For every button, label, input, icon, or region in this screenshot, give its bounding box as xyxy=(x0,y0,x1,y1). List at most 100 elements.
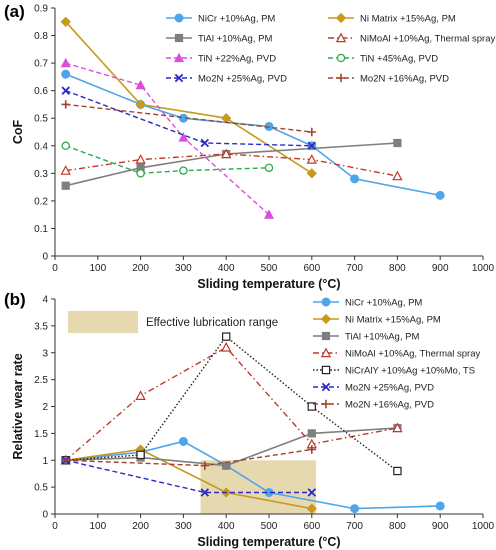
legend-item: Mo2N +16%Ag, PVD xyxy=(328,74,449,85)
y-tick-label: 0.2 xyxy=(34,196,48,207)
legend-marker xyxy=(173,52,185,63)
legend-label: NiMoAl +10%Ag, Thermal spray xyxy=(360,34,496,45)
legend-marker xyxy=(320,313,332,325)
y-tick-label: 4 xyxy=(42,295,48,306)
legend-marker xyxy=(174,33,184,43)
series-5 xyxy=(61,141,274,178)
x-tick-label: 900 xyxy=(432,263,449,274)
legend-item: Mo2N +25%Ag, PVD xyxy=(166,74,287,85)
y-tick-label: 0.9 xyxy=(34,4,48,15)
series-line xyxy=(65,145,270,175)
legend-item: Mo2N +25%Ag, PVD xyxy=(313,383,434,394)
legend-label: Mo2N +16%Ag, PVD xyxy=(360,74,449,85)
x-tick-label: 100 xyxy=(89,263,106,274)
legend-marker xyxy=(335,32,347,43)
x-tick-label: 500 xyxy=(261,521,278,532)
x-tick-label: 400 xyxy=(218,263,235,274)
data-point xyxy=(393,466,402,476)
legend-item: Ni Matrix +15%Ag, PM xyxy=(313,313,441,326)
series-7 xyxy=(61,100,316,137)
x-tick-label: 300 xyxy=(175,263,192,274)
x-tick-label: 500 xyxy=(261,263,278,274)
y-tick-label: 0.4 xyxy=(34,141,48,152)
legend-label: TiAl +10%Ag, PM xyxy=(198,34,272,45)
legend-marker xyxy=(321,382,331,392)
annotation-swatch xyxy=(68,311,138,333)
data-point xyxy=(307,402,317,411)
series-line xyxy=(65,142,398,187)
y-tick-label: 0.5 xyxy=(34,114,48,125)
ticks: 0 100 200 300 400 500 600 700 800 900 1000 0 0.1 0.2 0… xyxy=(34,4,494,275)
x-tick-label: 300 xyxy=(175,521,192,532)
legend-item: TiAl +10%Ag, PM xyxy=(166,34,272,45)
series-line xyxy=(65,346,398,461)
y-tick-label: 2.5 xyxy=(34,375,48,386)
legend-label: TiN +45%Ag, PVD xyxy=(360,54,438,65)
y-tick-label: 0.5 xyxy=(34,483,48,494)
data-point xyxy=(60,165,71,175)
legend: NiCr +10%Ag, PM Ni Matrix +15%Ag, PM TiAl … xyxy=(166,12,496,85)
y-tick-label: 2 xyxy=(42,402,48,413)
y-tick-label: 0.1 xyxy=(34,224,48,235)
data-point xyxy=(392,422,403,433)
data-point xyxy=(307,141,317,151)
legend-item: NiMoAl +10%Ag, Thermal spray xyxy=(313,347,481,360)
legend-item: Ni Matrix +15%Ag, PM xyxy=(328,12,456,25)
legend-item: NiCrAlY +10%Ag +10%Mo, TS xyxy=(313,366,475,377)
series-6 xyxy=(61,445,316,470)
data-point xyxy=(135,99,146,110)
legend-item: Mo2N +16%Ag, PVD xyxy=(313,400,434,411)
x-tick-label: 0 xyxy=(52,263,58,274)
legend: NiCr +10%Ag, PM Ni Matrix +15%Ag, PM TiAl … xyxy=(313,297,481,411)
data-point xyxy=(179,166,188,175)
data-point xyxy=(60,57,71,68)
legend-marker xyxy=(336,73,346,83)
series-6 xyxy=(61,86,317,151)
data-point xyxy=(60,16,71,27)
annotation: Effective lubrication range xyxy=(68,311,278,333)
data-point xyxy=(435,190,445,200)
x-tick-label: 600 xyxy=(303,263,320,274)
data-point xyxy=(200,138,210,148)
legend-label: Mo2N +25%Ag, PVD xyxy=(198,74,287,85)
y-tick-label: 1.5 xyxy=(34,429,48,440)
data-point xyxy=(61,141,70,151)
data-point xyxy=(220,341,232,352)
legend-marker xyxy=(321,365,331,375)
legend-label: NiCr +10%Ag, PM xyxy=(345,298,422,309)
y-tick-label: 0 xyxy=(42,252,48,263)
data-point xyxy=(306,154,318,164)
data-point xyxy=(178,132,189,142)
x-tick-label: 200 xyxy=(132,521,149,532)
data-point xyxy=(200,461,209,470)
annotation-text: Effective lubrication range xyxy=(146,317,278,329)
legend-marker xyxy=(321,399,331,409)
series-1 xyxy=(60,16,317,179)
series-3 xyxy=(60,148,403,181)
data-point xyxy=(136,450,145,460)
data-point xyxy=(307,445,316,454)
y-tick-label: 0.6 xyxy=(34,86,48,97)
legend-label: Mo2N +16%Ag, PVD xyxy=(345,400,434,411)
x-tick-label: 900 xyxy=(432,521,449,532)
data-point xyxy=(61,456,70,465)
data-point xyxy=(306,168,317,179)
legend-marker xyxy=(321,297,331,307)
ticks: 0 100 200 300 400 500 600 700 800 900 1000 0 0.5 1 1.5… xyxy=(34,295,494,533)
data-point xyxy=(178,436,188,446)
legend-label: TiN +22%Ag, PVD xyxy=(198,54,276,65)
chart-panel-a: (a)0 100 200 300 400 500 600 700 800 900 100000.10… xyxy=(4,2,496,291)
legend-item: NiCr +10%Ag, PM xyxy=(313,297,422,309)
legend-label: Ni Matrix +15%Ag, PM xyxy=(345,315,441,326)
legend-label: Mo2N +25%Ag, PVD xyxy=(345,383,434,394)
x-tick-label: 600 xyxy=(303,521,320,532)
data-point xyxy=(307,127,316,137)
series-line xyxy=(65,21,313,174)
data-point xyxy=(136,169,145,178)
data-point xyxy=(263,209,275,219)
x-tick-label: 1000 xyxy=(472,521,495,532)
data-point xyxy=(61,69,71,79)
legend-label: NiMoAl +10%Ag, Thermal spray xyxy=(345,349,481,360)
y-tick-label: 3 xyxy=(42,348,48,359)
